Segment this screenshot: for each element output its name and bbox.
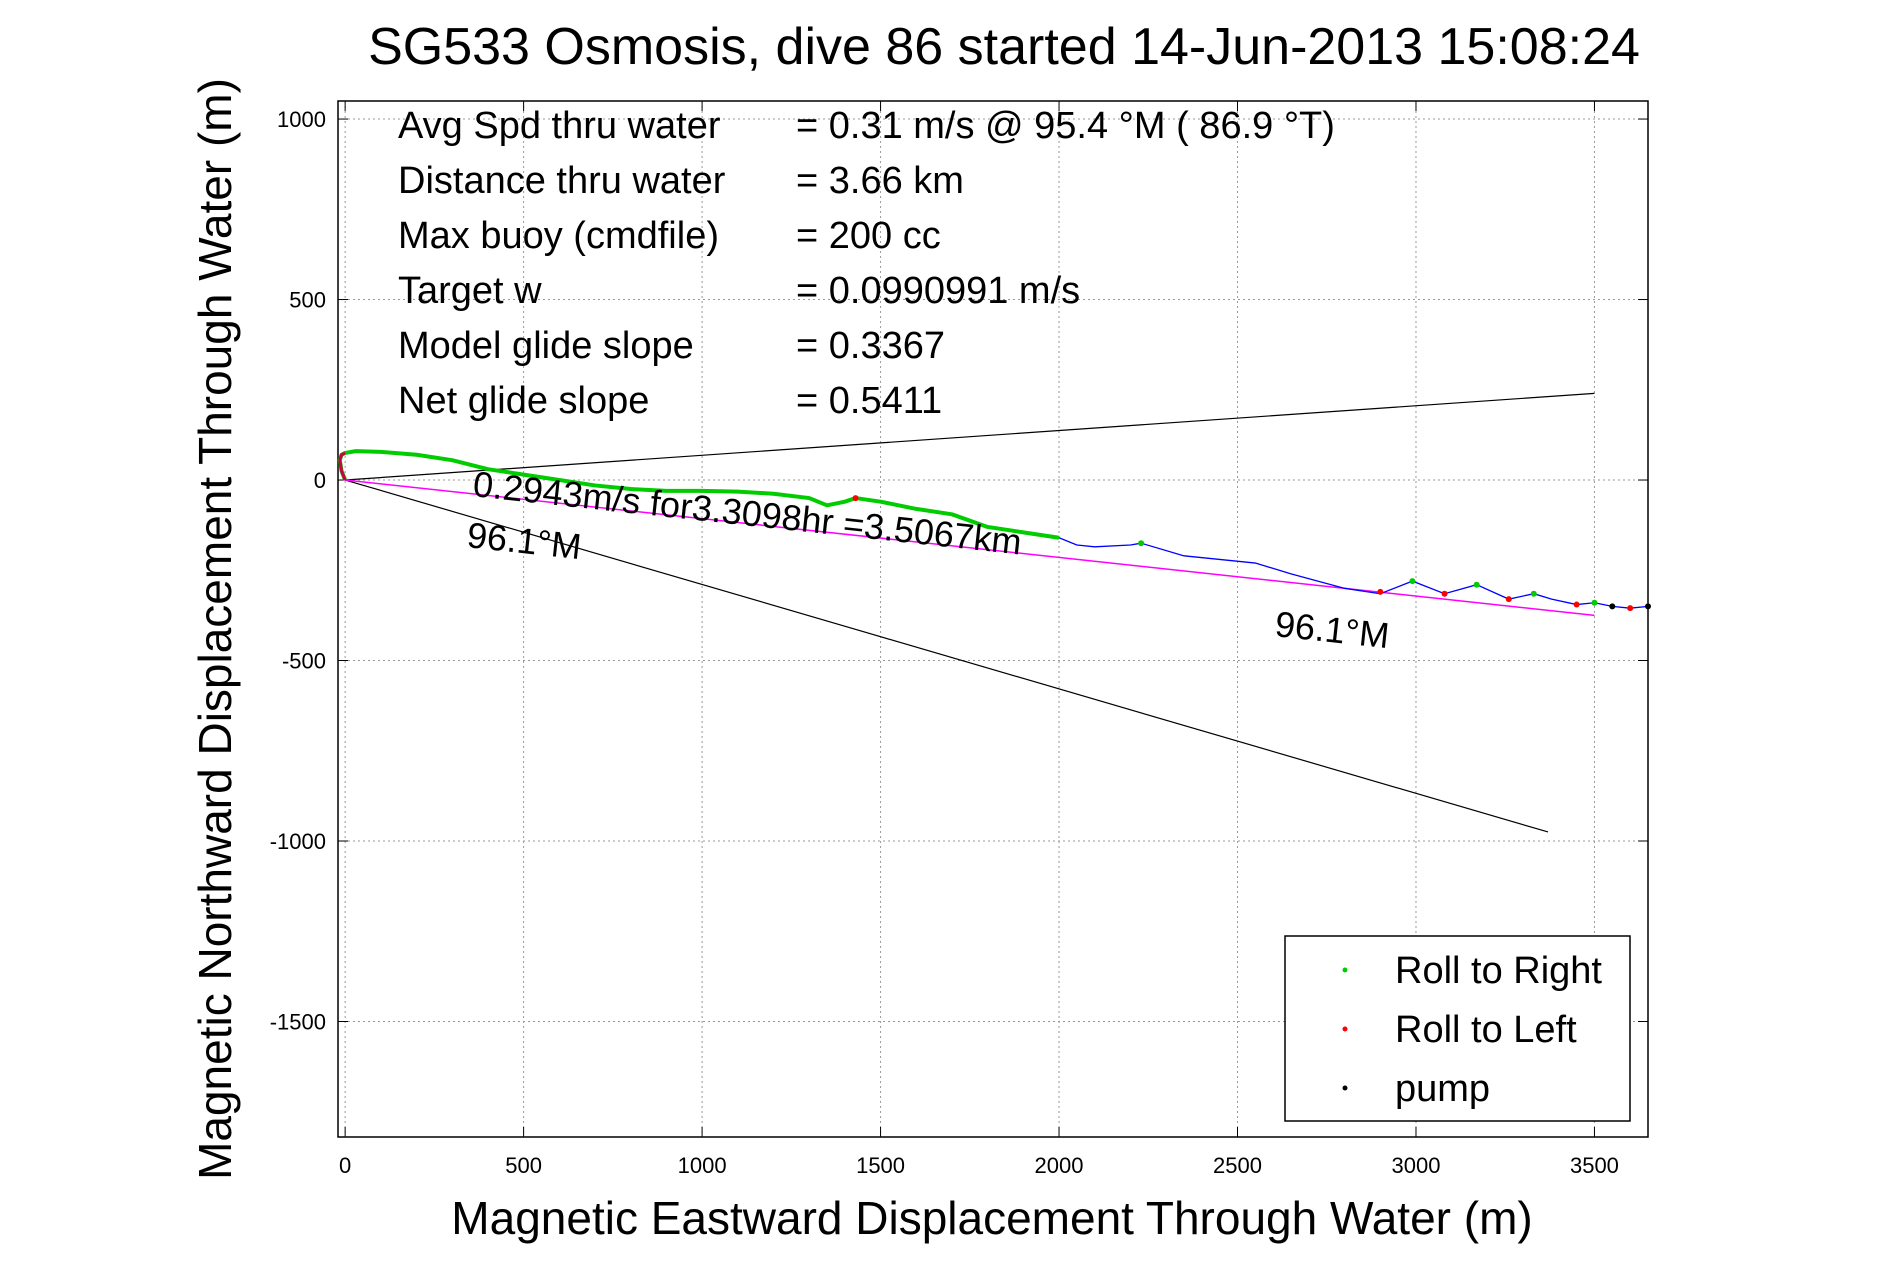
- info-value: = 0.31 m/s @ 95.4 °M ( 86.9 °T): [796, 105, 1335, 147]
- x-tick-label: 2500: [1213, 1153, 1262, 1178]
- roll-left-marker: [1441, 590, 1448, 597]
- info-label: Model glide slope: [398, 325, 694, 367]
- y-tick-label: -1000: [270, 829, 326, 854]
- roll-left-marker: [1573, 601, 1580, 608]
- legend-box: [1284, 935, 1631, 1122]
- x-axis-ticks: 0 500 1000 1500 2000 2500 3000 3500: [339, 101, 1619, 1178]
- reference-line: [345, 392, 1595, 481]
- legend-swatch-roll-right: [1342, 967, 1348, 973]
- roll-left-marker: [1505, 596, 1512, 603]
- chart-title: SG533 Osmosis, dive 86 started 14-Jun-20…: [368, 18, 1640, 76]
- x-tick-label: 500: [505, 1153, 542, 1178]
- roll-right-marker: [1138, 540, 1145, 547]
- info-value: = 200 cc: [796, 215, 941, 257]
- info-value: = 0.3367: [796, 325, 945, 367]
- y-tick-label: 1000: [277, 107, 326, 132]
- info-label: Target w: [398, 270, 542, 312]
- legend-label-roll-right: Roll to Right: [1395, 950, 1602, 992]
- roll-left-track: [338, 451, 347, 481]
- info-value: = 0.0990991 m/s: [796, 270, 1080, 312]
- info-value: = 3.66 km: [796, 160, 964, 202]
- x-tick-label: 1000: [678, 1153, 727, 1178]
- x-tick-label: 2000: [1035, 1153, 1084, 1178]
- x-tick-label: 3000: [1392, 1153, 1441, 1178]
- x-tick-label: 1500: [856, 1153, 905, 1178]
- dive-track: [337, 449, 1649, 609]
- roll-right-marker: [1473, 581, 1480, 588]
- pump-marker: [1645, 603, 1651, 610]
- roll-left-marker: [1377, 588, 1384, 595]
- info-label: Distance thru water: [398, 160, 726, 202]
- mean-track-line: [345, 479, 1595, 617]
- roll-right-marker: [1591, 599, 1598, 606]
- x-tick-label: 0: [339, 1153, 351, 1178]
- pump-marker: [1609, 603, 1616, 610]
- y-tick-label: -1500: [270, 1009, 326, 1034]
- roll-left-marker: [1627, 605, 1634, 612]
- info-label: Net glide slope: [398, 380, 649, 422]
- roll-right-track: [337, 449, 1060, 540]
- y-tick-label: -500: [282, 649, 326, 674]
- info-label: Max buoy (cmdfile): [398, 215, 719, 257]
- y-tick-label: 0: [314, 468, 326, 493]
- reference-lines: [344, 392, 1595, 833]
- legend: Roll to Right Roll to Left pump: [1284, 935, 1631, 1122]
- legend-swatch-pump: [1342, 1085, 1348, 1091]
- legend-swatch-roll-left: [1342, 1026, 1348, 1032]
- info-label: Avg Spd thru water: [398, 105, 721, 147]
- roll-right-marker: [1409, 578, 1416, 585]
- info-block: Avg Spd thru water = 0.31 m/s @ 95.4 °M (…: [398, 105, 1335, 422]
- y-tick-label: 500: [289, 288, 326, 313]
- reference-line: [344, 479, 1549, 833]
- x-axis-label: Magnetic Eastward Displacement Through W…: [451, 1192, 1532, 1244]
- y-axis-label: Magnetic Northward Displacement Through …: [189, 78, 241, 1180]
- x-tick-label: 3500: [1570, 1153, 1619, 1178]
- roll-right-marker: [1530, 590, 1537, 597]
- info-value: = 0.5411: [796, 380, 942, 422]
- legend-label-roll-left: Roll to Left: [1395, 1009, 1577, 1051]
- y-axis-ticks: -1500 -1000 -500 0 500 1000: [270, 107, 1648, 1034]
- roll-left-marker: [852, 495, 859, 502]
- legend-label-pump: pump: [1395, 1068, 1490, 1110]
- roll-markers: [852, 495, 1651, 612]
